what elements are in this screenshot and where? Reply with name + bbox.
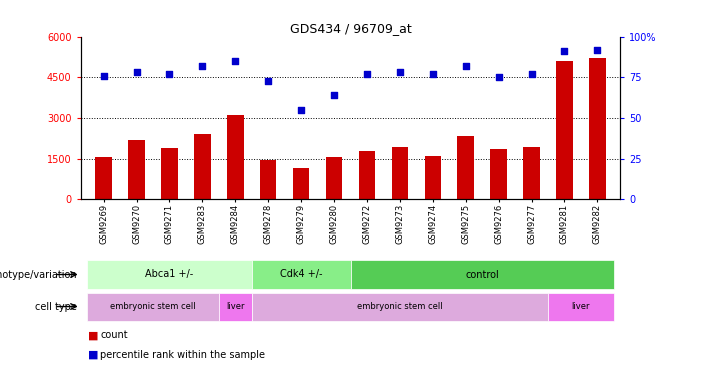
Bar bbox=[548, 292, 614, 321]
Text: embryonic stem cell: embryonic stem cell bbox=[357, 302, 443, 311]
Text: Cdk4 +/-: Cdk4 +/- bbox=[280, 269, 322, 280]
Bar bbox=[252, 260, 350, 289]
Bar bbox=[260, 160, 276, 199]
Bar bbox=[523, 146, 540, 199]
Point bbox=[493, 74, 504, 80]
Text: cell type: cell type bbox=[35, 302, 77, 311]
Text: Abca1 +/-: Abca1 +/- bbox=[145, 269, 193, 280]
Text: liver: liver bbox=[226, 302, 245, 311]
Point bbox=[98, 73, 109, 79]
Text: percentile rank within the sample: percentile rank within the sample bbox=[100, 350, 265, 360]
Bar bbox=[589, 58, 606, 199]
Point bbox=[460, 63, 471, 69]
Text: control: control bbox=[465, 269, 499, 280]
Point bbox=[526, 71, 537, 77]
Bar bbox=[359, 151, 375, 199]
Bar bbox=[161, 148, 178, 199]
Bar bbox=[326, 157, 342, 199]
Point bbox=[329, 92, 340, 98]
Point bbox=[394, 70, 405, 75]
Bar bbox=[458, 136, 474, 199]
Point bbox=[197, 63, 208, 69]
Text: ■: ■ bbox=[88, 350, 98, 360]
Bar bbox=[87, 292, 219, 321]
Text: genotype/variation: genotype/variation bbox=[0, 269, 77, 280]
Bar bbox=[219, 292, 252, 321]
Bar bbox=[350, 260, 614, 289]
Text: liver: liver bbox=[571, 302, 590, 311]
Point bbox=[164, 71, 175, 77]
Point bbox=[263, 78, 274, 83]
Bar bbox=[87, 260, 252, 289]
Text: embryonic stem cell: embryonic stem cell bbox=[110, 302, 196, 311]
Bar bbox=[293, 168, 309, 199]
Bar bbox=[392, 146, 408, 199]
Point bbox=[559, 48, 570, 54]
Point bbox=[230, 58, 241, 64]
Bar bbox=[252, 292, 548, 321]
Bar bbox=[425, 156, 441, 199]
Bar bbox=[556, 61, 573, 199]
Point bbox=[427, 71, 438, 77]
Text: count: count bbox=[100, 330, 128, 340]
Point bbox=[361, 71, 372, 77]
Point bbox=[592, 47, 603, 53]
Bar bbox=[95, 157, 112, 199]
Point bbox=[131, 70, 142, 75]
Bar bbox=[491, 149, 507, 199]
Bar bbox=[128, 140, 145, 199]
Text: ■: ■ bbox=[88, 330, 98, 340]
Title: GDS434 / 96709_at: GDS434 / 96709_at bbox=[290, 22, 411, 36]
Bar bbox=[194, 134, 210, 199]
Point bbox=[296, 107, 307, 113]
Bar bbox=[227, 115, 243, 199]
